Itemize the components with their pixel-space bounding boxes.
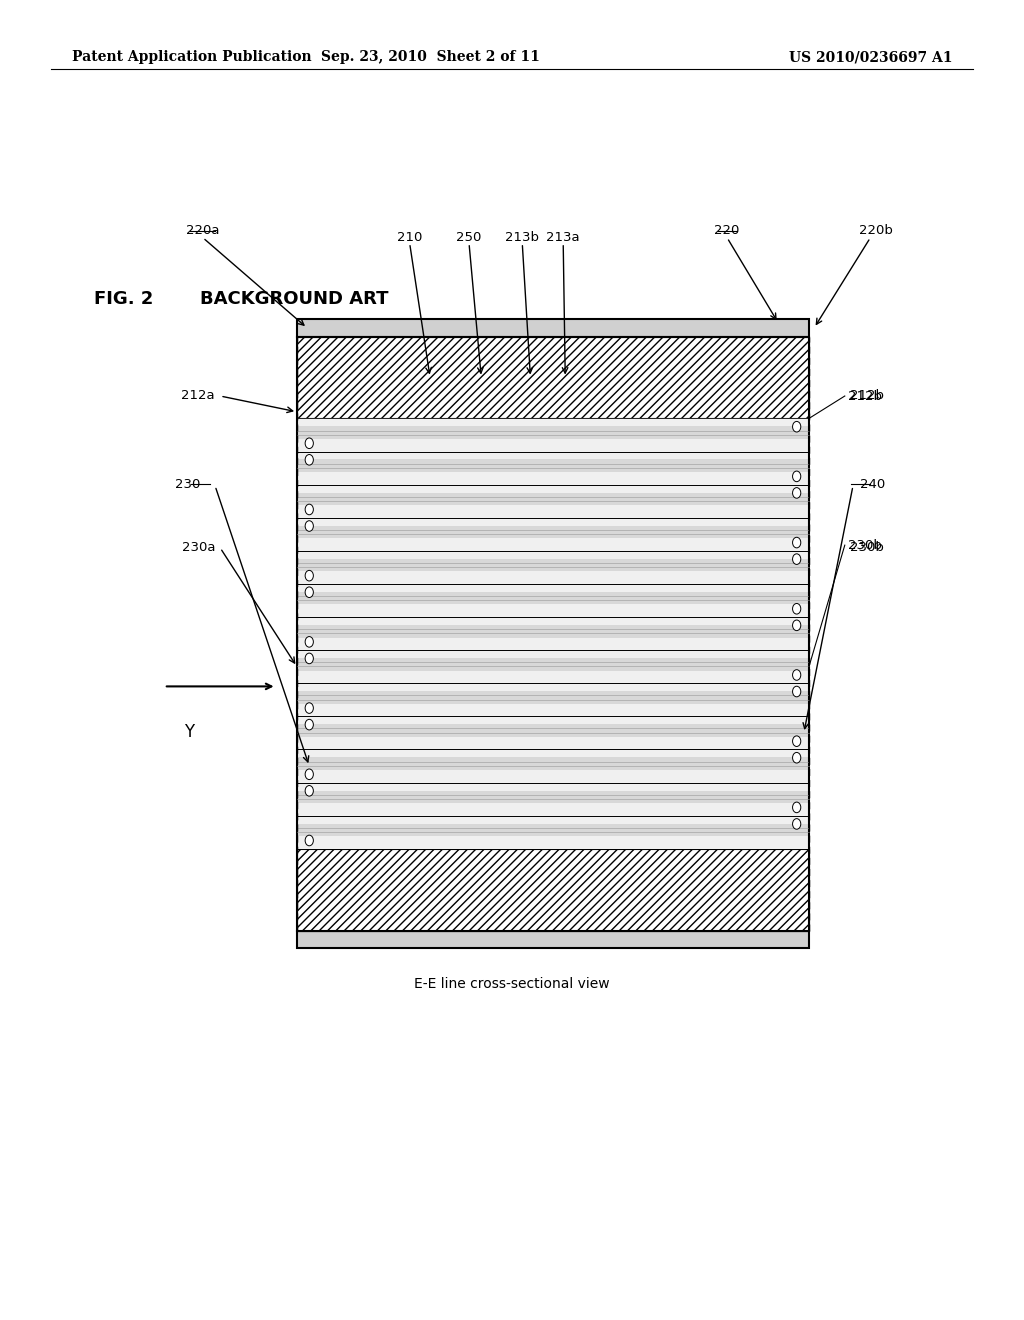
Text: 212a: 212a <box>181 389 215 403</box>
Text: 212b: 212b <box>850 389 884 403</box>
Text: BACKGROUND ART: BACKGROUND ART <box>200 290 388 309</box>
Circle shape <box>305 770 313 780</box>
Bar <box>297 539 809 550</box>
Bar <box>297 684 809 692</box>
Bar <box>297 931 809 948</box>
Text: 230b: 230b <box>850 541 884 554</box>
Text: 250: 250 <box>457 231 481 244</box>
Bar <box>297 337 809 931</box>
Bar <box>297 484 809 492</box>
Bar <box>297 725 809 737</box>
Circle shape <box>793 603 801 614</box>
Bar <box>297 849 809 931</box>
Bar <box>297 440 809 451</box>
Bar <box>297 506 809 517</box>
Circle shape <box>305 702 313 713</box>
Bar <box>297 451 809 459</box>
Text: Sep. 23, 2010  Sheet 2 of 11: Sep. 23, 2010 Sheet 2 of 11 <box>321 50 540 65</box>
Bar <box>297 638 809 651</box>
Bar <box>297 836 809 849</box>
Circle shape <box>793 554 801 565</box>
Circle shape <box>793 421 801 432</box>
Bar <box>297 717 809 725</box>
Text: 220: 220 <box>715 224 739 238</box>
Circle shape <box>793 735 801 747</box>
Text: 230b: 230b <box>848 539 882 552</box>
Bar <box>297 737 809 750</box>
Text: 220a: 220a <box>186 224 219 238</box>
Text: Y: Y <box>184 723 195 742</box>
Bar <box>297 659 809 671</box>
Circle shape <box>305 454 313 465</box>
Circle shape <box>793 537 801 548</box>
Text: 212b: 212b <box>848 389 882 403</box>
Text: 213b: 213b <box>505 231 540 244</box>
Bar <box>297 459 809 473</box>
Bar <box>297 473 809 484</box>
Circle shape <box>305 653 313 664</box>
Text: Patent Application Publication: Patent Application Publication <box>72 50 311 65</box>
Text: FIG. 2: FIG. 2 <box>94 290 154 309</box>
Text: 230a: 230a <box>181 541 215 554</box>
Bar <box>297 492 809 506</box>
Circle shape <box>305 719 313 730</box>
Bar <box>297 426 809 440</box>
Bar <box>297 624 809 638</box>
Circle shape <box>793 620 801 631</box>
Bar <box>297 704 809 717</box>
Circle shape <box>305 587 313 598</box>
Bar <box>297 750 809 758</box>
Circle shape <box>793 487 801 498</box>
Circle shape <box>793 471 801 482</box>
Bar <box>297 671 809 684</box>
Circle shape <box>305 836 313 846</box>
Bar <box>297 816 809 824</box>
Circle shape <box>305 438 313 449</box>
Text: US 2010/0236697 A1: US 2010/0236697 A1 <box>788 50 952 65</box>
Circle shape <box>305 520 313 532</box>
Circle shape <box>793 803 801 813</box>
Bar <box>297 418 809 426</box>
Bar <box>297 525 809 539</box>
Circle shape <box>793 818 801 829</box>
Bar <box>297 803 809 816</box>
Bar <box>297 758 809 770</box>
Circle shape <box>793 669 801 680</box>
Bar <box>297 591 809 605</box>
Text: E-E line cross-sectional view: E-E line cross-sectional view <box>414 977 610 991</box>
Circle shape <box>305 570 313 581</box>
Circle shape <box>305 504 313 515</box>
Text: 230: 230 <box>175 478 201 491</box>
Text: 240: 240 <box>860 478 886 491</box>
Circle shape <box>305 636 313 647</box>
Bar <box>297 517 809 525</box>
Text: 213a: 213a <box>547 231 580 244</box>
Bar <box>297 583 809 591</box>
Bar <box>297 824 809 836</box>
Bar <box>297 550 809 558</box>
Bar <box>297 605 809 616</box>
Bar <box>297 337 809 418</box>
Bar <box>297 572 809 583</box>
Circle shape <box>305 785 313 796</box>
Bar <box>297 558 809 572</box>
Bar <box>297 791 809 803</box>
Bar <box>297 783 809 791</box>
Bar <box>297 319 809 337</box>
Bar <box>297 651 809 659</box>
Bar <box>297 692 809 704</box>
Bar <box>297 770 809 783</box>
Circle shape <box>793 686 801 697</box>
Text: 220b: 220b <box>858 224 893 238</box>
Circle shape <box>793 752 801 763</box>
Bar <box>297 616 809 624</box>
Text: 210: 210 <box>397 231 422 244</box>
